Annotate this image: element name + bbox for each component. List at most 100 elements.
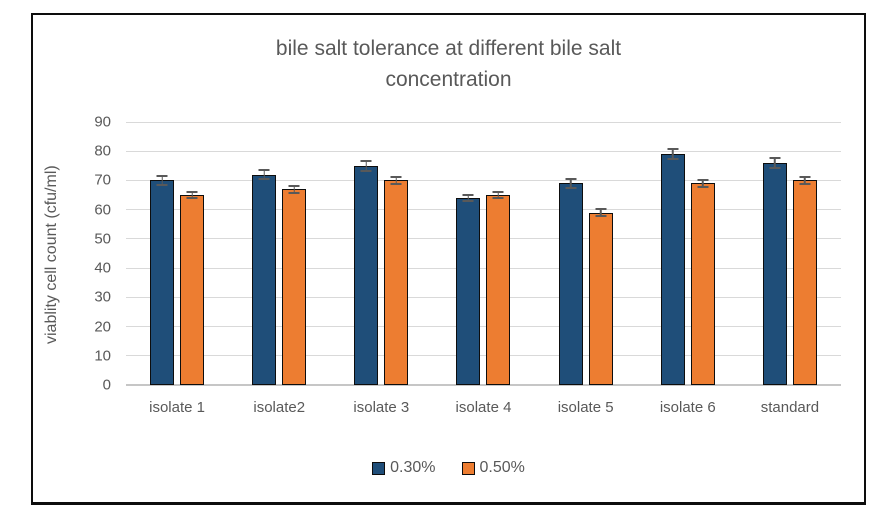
bar-series-0.50% — [282, 189, 307, 385]
bar-group — [228, 122, 330, 385]
x-axis-label: isolate 5 — [557, 399, 614, 416]
x-axis-label: isolate 6 — [659, 399, 716, 416]
y-tick-label: 10 — [94, 347, 111, 365]
gridline — [126, 267, 841, 269]
y-tick-label: 20 — [94, 318, 111, 336]
bar-series-0.30% — [354, 165, 379, 385]
bar-wrap — [558, 177, 583, 385]
gridline — [126, 296, 841, 298]
bar-wrap — [180, 190, 205, 385]
x-axis-label: isolate 1 — [149, 399, 205, 416]
bar-wrap — [282, 184, 307, 385]
bar-series-0.50% — [690, 183, 715, 385]
bar-series-0.30% — [252, 174, 277, 385]
error-bar-whisker — [672, 150, 674, 158]
error-bar — [492, 190, 504, 200]
legend-item: 0.50% — [461, 459, 525, 477]
bar-group — [535, 122, 637, 385]
bar-wrap — [252, 168, 277, 385]
error-bar-whisker — [365, 162, 368, 170]
bar-wrap — [384, 176, 409, 385]
error-bar-whisker — [599, 210, 602, 215]
error-bar-whisker — [191, 192, 193, 198]
bar-series-0.50% — [180, 195, 205, 385]
plot-area — [126, 121, 841, 386]
error-bar — [186, 190, 198, 200]
bar-series-0.30% — [456, 197, 481, 385]
bar-wrap — [588, 208, 613, 385]
gridline — [126, 238, 841, 240]
bar-group — [330, 122, 432, 385]
legend-swatch-icon — [461, 461, 475, 475]
error-bar — [288, 184, 300, 194]
x-axis-labels: isolate 1 isolate2 isolate 3 isolate 4 isola… — [126, 399, 841, 416]
bar-series-0.50% — [588, 212, 613, 385]
error-bar-whisker — [263, 170, 265, 179]
error-bar-whisker — [569, 179, 572, 188]
error-bar — [360, 160, 372, 172]
error-bar-whisker — [702, 181, 704, 186]
error-bar — [258, 168, 270, 181]
gridline — [126, 355, 841, 357]
legend-label: 0.50% — [479, 459, 525, 476]
x-axis-line — [126, 384, 841, 386]
error-bar — [667, 148, 679, 160]
x-axis-label: isolate 4 — [455, 399, 512, 416]
bar-wrap — [792, 176, 817, 385]
error-bar — [156, 174, 168, 187]
error-bar — [595, 208, 607, 217]
x-axis-label: isolate2 — [253, 399, 306, 416]
error-bar-whisker — [497, 192, 500, 198]
error-bar — [799, 176, 811, 185]
legend: 0.30% 0.50% — [33, 459, 864, 477]
x-axis-label: standard — [760, 399, 820, 416]
y-tick-label: 80 — [94, 142, 111, 160]
legend-label: 0.30% — [390, 459, 436, 476]
legend-item: 0.30% — [372, 459, 436, 477]
error-bar — [565, 177, 577, 190]
gridline — [126, 209, 841, 211]
chart-frame: bile salt tolerance at different bile sa… — [31, 13, 866, 505]
error-bar-whisker — [804, 178, 806, 183]
error-bar — [769, 157, 781, 169]
y-tick-label: 0 — [102, 376, 111, 394]
chart-title: bile salt tolerance at different bile sa… — [275, 37, 622, 91]
bar-wrap — [456, 193, 481, 385]
bar-wrap — [150, 174, 175, 385]
error-bar-whisker — [467, 195, 470, 201]
y-tick-label: 40 — [94, 259, 111, 277]
error-bar — [390, 176, 402, 185]
error-bar-whisker — [774, 159, 776, 167]
y-tick-label: 30 — [94, 288, 111, 306]
bar-series-0.30% — [762, 162, 787, 385]
bar-group — [126, 122, 228, 385]
legend-swatch-icon — [372, 461, 386, 475]
y-tick-label: 50 — [94, 230, 111, 248]
y-axis-tick-labels: 0 10 20 30 40 50 60 70 80 90 — [33, 114, 119, 394]
error-bar — [697, 179, 709, 188]
bar-wrap — [660, 148, 685, 385]
gridline — [126, 179, 841, 181]
bar-group — [637, 122, 739, 385]
error-bar-whisker — [293, 186, 295, 192]
bar-wrap — [762, 157, 787, 385]
gridline — [126, 150, 841, 152]
bar-series-0.30% — [558, 183, 583, 385]
bar-wrap — [354, 160, 379, 385]
gridline — [126, 121, 841, 123]
error-bar-whisker — [395, 178, 398, 183]
y-tick-label: 90 — [94, 113, 111, 131]
y-tick-label: 70 — [94, 171, 111, 189]
bar-series-0.50% — [384, 180, 409, 385]
gridline — [126, 326, 841, 328]
bar-group — [432, 122, 534, 385]
bar-wrap — [486, 190, 511, 385]
y-tick-label: 60 — [94, 201, 111, 219]
bar-series-0.50% — [486, 195, 511, 385]
bar-series-0.50% — [792, 180, 817, 385]
bar-series-0.30% — [660, 154, 685, 385]
bar-series-0.30% — [150, 180, 175, 385]
error-bar — [462, 193, 474, 203]
bar-group — [739, 122, 841, 385]
bar-wrap — [690, 179, 715, 385]
